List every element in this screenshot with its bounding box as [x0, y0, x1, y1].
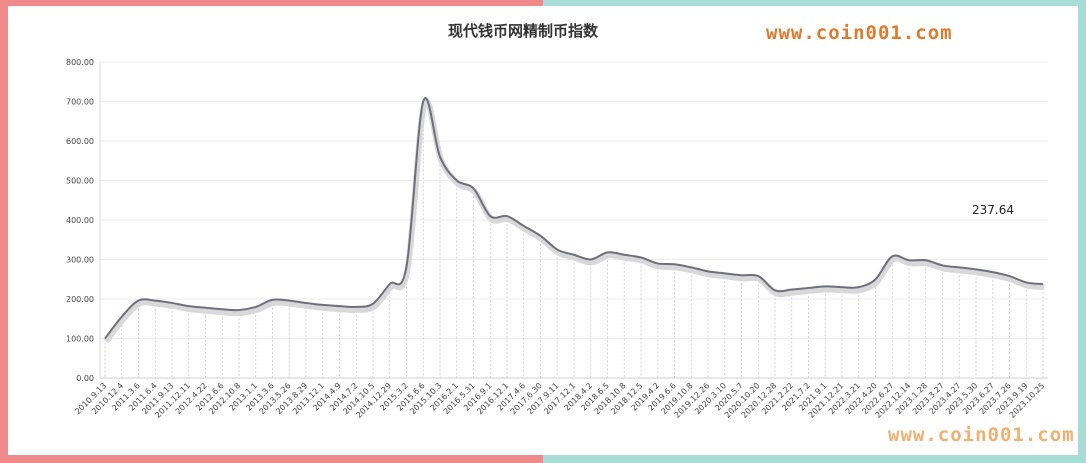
y-tick-label: 0.00: [76, 374, 94, 383]
y-tick-label: 100.00: [66, 335, 94, 344]
watermark-bottom: www.coin001.com: [888, 424, 1075, 446]
chart-title: 现代钱币网精制币指数: [447, 22, 598, 40]
chart-panel: 现代钱币网精制币指数 www.coin001.com 0.00 100.00 200…: [8, 6, 1078, 455]
series-line-shadow: [103, 98, 1045, 344]
watermark-top: www.coin001.com: [766, 22, 953, 44]
y-tick-label: 300.00: [66, 256, 94, 265]
series-line: [104, 97, 1044, 340]
y-tick-label: 700.00: [66, 98, 94, 107]
line-chart: 0.00 100.00 200.00 300.00 400.00 500.00 600.00…: [66, 58, 1048, 420]
y-tick-label: 400.00: [66, 216, 94, 225]
y-tick-label: 800.00: [66, 58, 94, 67]
y-tick-label: 200.00: [66, 295, 94, 304]
y-tick-label: 500.00: [66, 177, 94, 186]
y-tick-label: 600.00: [66, 137, 94, 146]
last-value-label: 237.64: [972, 203, 1014, 217]
